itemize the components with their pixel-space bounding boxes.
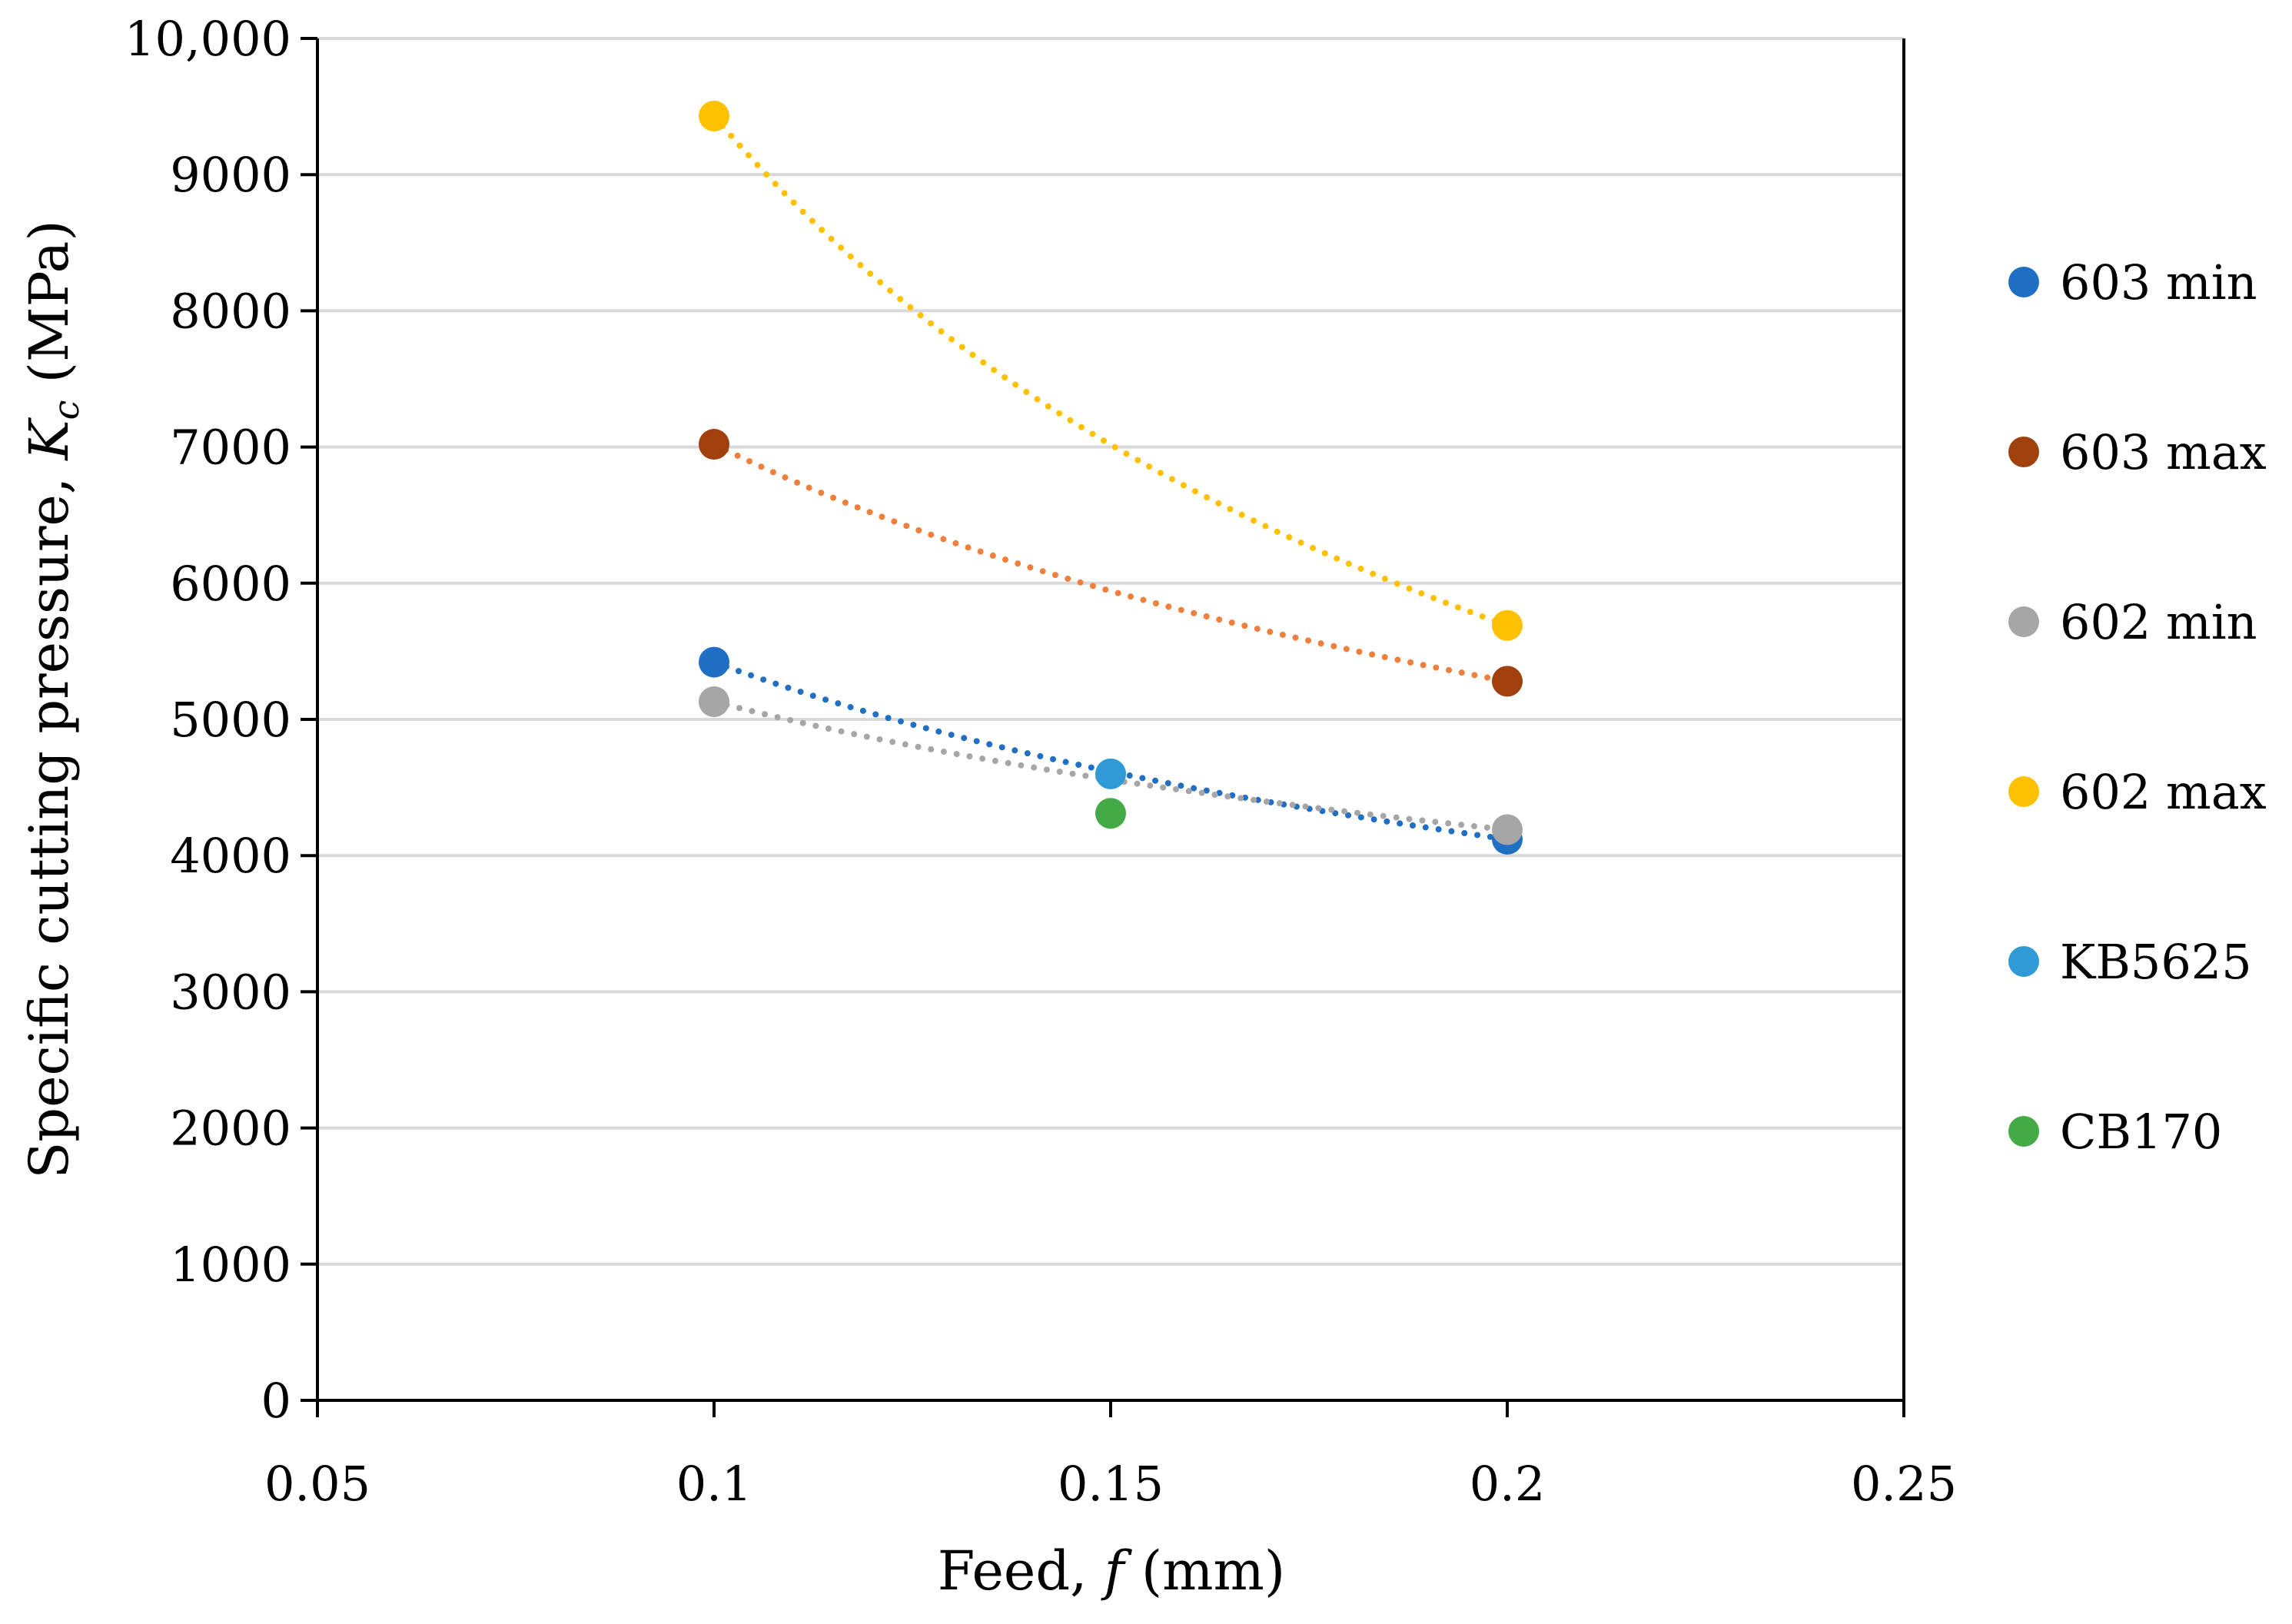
data-point-2-0 — [699, 686, 729, 717]
legend-label-2: 602 min — [2060, 594, 2257, 650]
y-axis-title-prefix: Specific cutting pressure, — [18, 460, 81, 1179]
legend-label-3: 602 max — [2060, 764, 2267, 820]
legend-label-5: CB170 — [2060, 1104, 2222, 1160]
data-point-1-1 — [1492, 666, 1523, 697]
y-tick-label-6: 6000 — [170, 556, 291, 612]
legend-marker-4 — [2008, 946, 2039, 977]
trendline-3 — [711, 113, 1510, 629]
x-tick-label-4: 0.25 — [1851, 1456, 1957, 1512]
y-tick-label-1: 1000 — [170, 1237, 291, 1293]
legend: 603 min 603 max 602 min 602 max KB5625 CB170 — [2008, 254, 2267, 1160]
y-axis-title-var: K — [18, 417, 81, 462]
y-axis-title: Specific cutting pressure, Kc (MPa) — [18, 220, 87, 1178]
x-tick-label-2: 0.15 — [1058, 1456, 1164, 1512]
x-axis-title-prefix: Feed, — [938, 1539, 1104, 1602]
legend-label-1: 603 max — [2060, 424, 2267, 480]
trend-lines — [711, 113, 1510, 842]
y-axis-title-suffix: (MPa) — [18, 220, 81, 400]
legend-marker-2 — [2008, 606, 2039, 637]
data-points — [699, 101, 1523, 855]
x-tick-label-3: 0.2 — [1470, 1456, 1546, 1512]
legend-marker-3 — [2008, 776, 2039, 807]
tick-labels: 0 1000 2000 3000 4000 5000 6000 7000 8000 9000 10,… — [125, 11, 1957, 1512]
legend-marker-1 — [2008, 437, 2039, 467]
trendline-0 — [711, 659, 1510, 842]
data-point-5-0 — [1095, 798, 1126, 829]
trendline-1 — [711, 441, 1510, 685]
y-tick-label-3: 3000 — [170, 964, 291, 1020]
legend-label-4: KB5625 — [2060, 934, 2252, 990]
legend-marker-5 — [2008, 1116, 2039, 1147]
data-point-1-0 — [699, 429, 729, 460]
legend-marker-0 — [2008, 267, 2039, 297]
axes — [301, 37, 1905, 1417]
y-tick-label-5: 5000 — [170, 692, 291, 748]
legend-label-0: 603 min — [2060, 254, 2257, 311]
data-point-3-1 — [1492, 609, 1523, 641]
y-tick-label-0: 0 — [261, 1373, 291, 1429]
x-axis-title: Feed, f (mm) — [938, 1539, 1285, 1602]
data-point-0-0 — [699, 646, 729, 678]
data-point-4-0 — [1095, 758, 1126, 789]
y-tick-label-7: 7000 — [170, 420, 291, 476]
y-axis-title-sub: c — [45, 400, 87, 420]
y-tick-label-10: 10,000 — [125, 11, 291, 67]
data-point-2-1 — [1492, 814, 1523, 845]
grid-lines — [317, 37, 1904, 1266]
x-tick-label-1: 0.1 — [676, 1456, 752, 1512]
y-tick-label-8: 8000 — [170, 283, 291, 339]
y-tick-label-2: 2000 — [170, 1101, 291, 1157]
y-tick-label-4: 4000 — [170, 828, 291, 884]
x-axis-title-suffix: (mm) — [1124, 1539, 1286, 1602]
y-tick-label-9: 9000 — [170, 147, 291, 203]
x-tick-label-0: 0.05 — [264, 1456, 370, 1512]
data-point-3-0 — [699, 101, 729, 132]
